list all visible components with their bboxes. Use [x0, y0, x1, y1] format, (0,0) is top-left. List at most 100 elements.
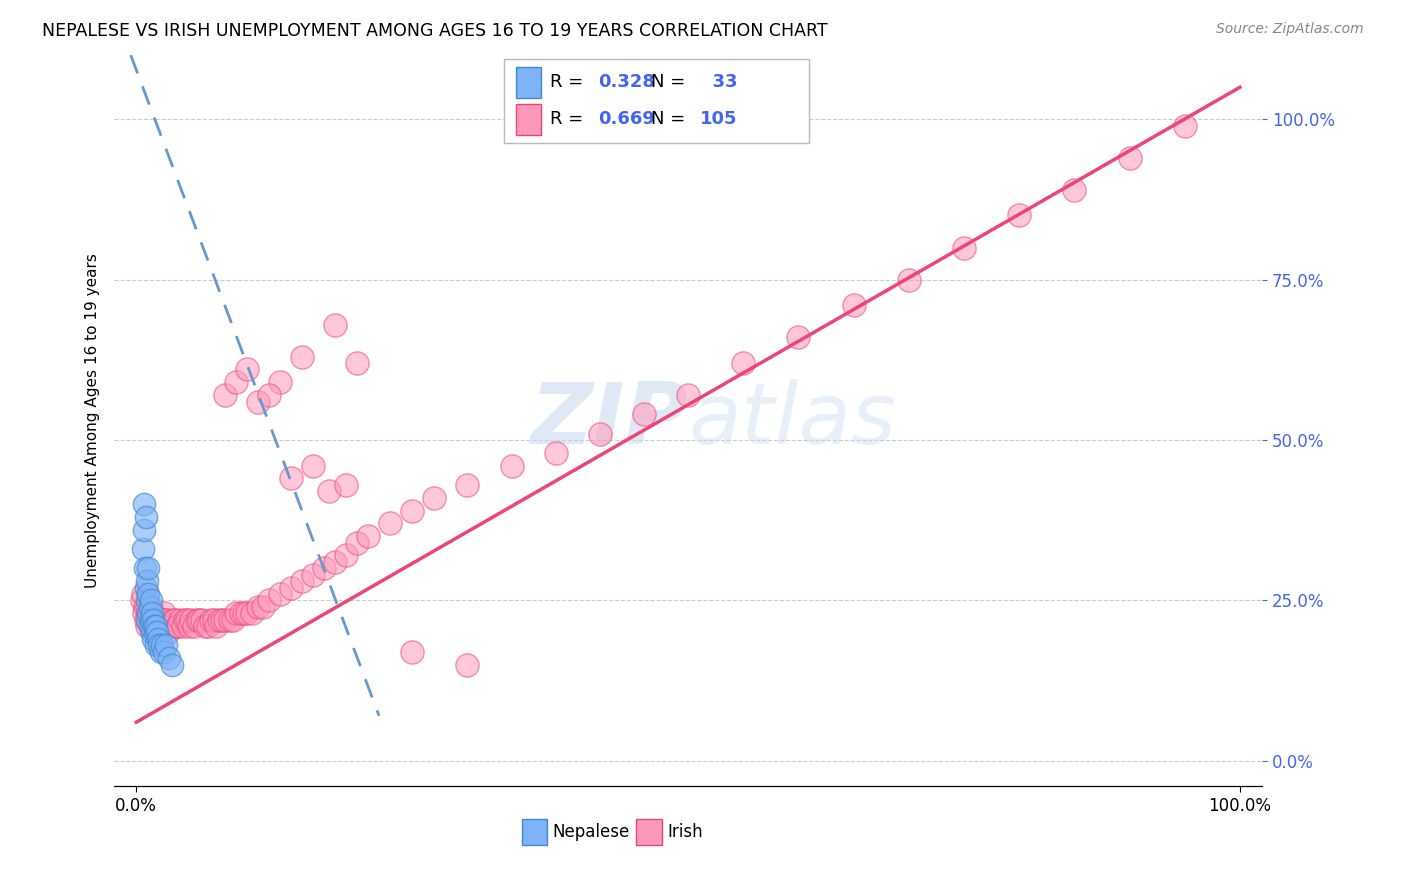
Point — [180, 613, 202, 627]
Point — [143, 625, 166, 640]
Point — [456, 657, 478, 672]
Text: NEPALESE VS IRISH UNEMPLOYMENT AMONG AGES 16 TO 19 YEARS CORRELATION CHART: NEPALESE VS IRISH UNEMPLOYMENT AMONG AGE… — [42, 22, 828, 40]
Point — [135, 613, 157, 627]
Bar — [505, 59, 808, 143]
Point — [155, 619, 177, 633]
Text: 0.328: 0.328 — [599, 73, 655, 91]
Point — [148, 638, 170, 652]
Point — [136, 574, 159, 588]
Point — [172, 619, 194, 633]
Bar — [522, 819, 547, 845]
Point — [246, 599, 269, 614]
Point — [160, 657, 183, 672]
Point — [167, 619, 190, 633]
Point — [214, 613, 236, 627]
Point — [401, 645, 423, 659]
Point — [269, 587, 291, 601]
Point — [246, 394, 269, 409]
Point — [633, 408, 655, 422]
Point — [225, 376, 247, 390]
Point — [312, 561, 335, 575]
Point — [156, 613, 179, 627]
Point — [135, 581, 157, 595]
Point — [134, 599, 156, 614]
Point — [141, 613, 163, 627]
Point — [136, 613, 159, 627]
Point — [302, 458, 325, 473]
Point — [208, 613, 231, 627]
Point — [153, 606, 176, 620]
Point — [141, 625, 163, 640]
Point — [302, 567, 325, 582]
Point — [142, 606, 165, 620]
Point — [401, 503, 423, 517]
Point — [136, 619, 159, 633]
Point — [191, 613, 214, 627]
Point — [157, 619, 180, 633]
Point — [280, 471, 302, 485]
Point — [132, 542, 155, 557]
Point — [1008, 209, 1031, 223]
Text: N =: N = — [651, 111, 692, 128]
Point — [153, 645, 176, 659]
Point — [269, 376, 291, 390]
Point — [132, 606, 155, 620]
Point — [897, 272, 920, 286]
Point — [143, 625, 166, 640]
Point — [176, 613, 198, 627]
Bar — [637, 819, 662, 845]
Point — [157, 625, 180, 640]
Point — [456, 478, 478, 492]
Point — [291, 350, 314, 364]
Point — [162, 613, 184, 627]
Point — [1118, 151, 1140, 165]
Point — [953, 241, 976, 255]
Point — [145, 638, 167, 652]
Point — [135, 510, 157, 524]
Point — [160, 619, 183, 633]
Point — [142, 619, 165, 633]
Point — [346, 535, 368, 549]
Point — [138, 606, 160, 620]
Point — [787, 330, 810, 344]
Point — [142, 632, 165, 646]
Point — [152, 613, 174, 627]
Point — [132, 497, 155, 511]
Point — [1063, 183, 1085, 197]
Point — [501, 458, 523, 473]
Point — [153, 613, 176, 627]
Point — [142, 613, 165, 627]
Point — [173, 613, 195, 627]
Text: R =: R = — [550, 73, 589, 91]
Point — [141, 606, 163, 620]
Point — [335, 549, 357, 563]
Point — [318, 484, 340, 499]
Point — [211, 613, 233, 627]
Point — [138, 587, 160, 601]
Point — [139, 613, 162, 627]
Point — [169, 613, 191, 627]
Point — [188, 613, 211, 627]
Point — [378, 516, 401, 531]
Point — [149, 619, 172, 633]
Point — [146, 613, 169, 627]
Point — [323, 318, 346, 332]
Point — [233, 606, 256, 620]
Point — [291, 574, 314, 588]
Point — [138, 561, 160, 575]
Point — [146, 625, 169, 640]
Point — [842, 298, 865, 312]
Point — [148, 613, 170, 627]
Text: N =: N = — [651, 73, 692, 91]
Bar — [516, 104, 541, 135]
Point — [335, 478, 357, 492]
Text: 0.669: 0.669 — [599, 111, 655, 128]
Point — [214, 388, 236, 402]
Point — [166, 619, 188, 633]
Point — [142, 613, 165, 627]
Point — [145, 619, 167, 633]
Point — [183, 619, 205, 633]
Point — [150, 613, 173, 627]
Point — [148, 632, 170, 646]
Point — [194, 619, 217, 633]
